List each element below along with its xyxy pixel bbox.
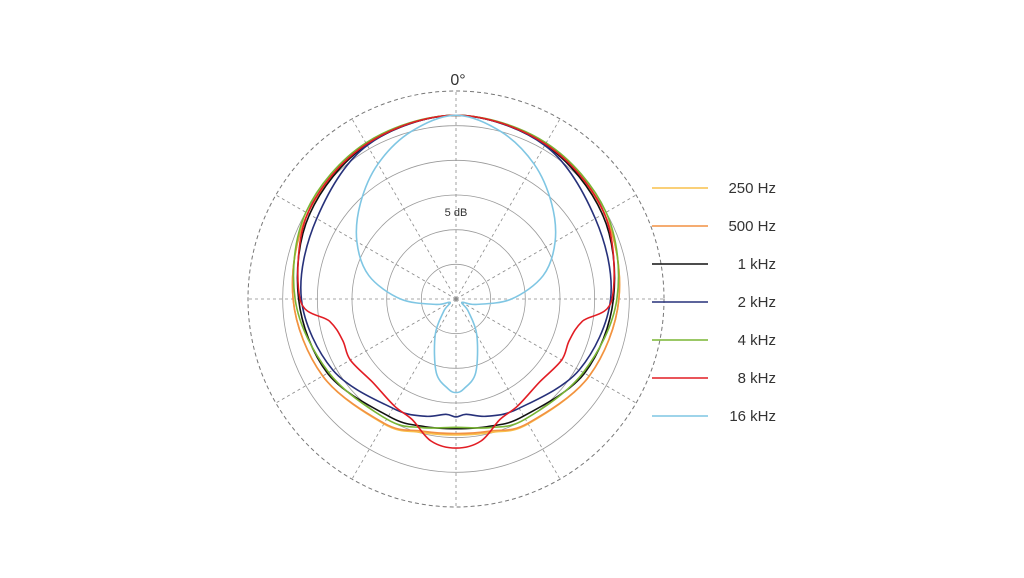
angle-label-0: 0°	[450, 72, 465, 89]
grid-spoke-30	[455, 118, 561, 300]
legend-label-250-hz: 250 Hz	[728, 180, 776, 197]
polar-grid	[247, 90, 665, 508]
legend: 250 Hz 500 Hz 1 kHz 2 kHz 4 kHz 8 kHz 16 kHz	[652, 180, 776, 425]
series-line-4-khz	[292, 114, 620, 429]
grid-spoke-60	[455, 194, 637, 300]
grid-ring-1	[420, 263, 492, 335]
grid-spoke-300	[275, 194, 457, 300]
legend-label-16-khz: 16 kHz	[729, 408, 776, 425]
ring-label-5db: 5 dB	[445, 207, 468, 219]
grid-spoke-240	[275, 298, 457, 404]
series-line-1-khz	[296, 114, 616, 430]
legend-label-8-khz: 8 kHz	[738, 370, 776, 387]
series-line-16-khz	[355, 114, 557, 394]
grid-spoke-210	[351, 298, 457, 480]
series-line-8-khz	[297, 114, 615, 449]
legend-label-4-khz: 4 kHz	[738, 332, 776, 349]
polar-series	[291, 114, 621, 449]
legend-label-1-khz: 1 kHz	[738, 256, 776, 273]
grid-spoke-330	[351, 118, 457, 300]
grid-ring-2	[386, 229, 526, 369]
legend-label-500-hz: 500 Hz	[728, 218, 776, 235]
grid-spoke-120	[455, 298, 637, 404]
grid-spoke-150	[455, 298, 561, 480]
legend-label-2-khz: 2 kHz	[738, 294, 776, 311]
series-line-2-khz	[300, 114, 612, 418]
grid-ring-5	[282, 125, 630, 473]
grid-ring-6	[247, 90, 665, 508]
